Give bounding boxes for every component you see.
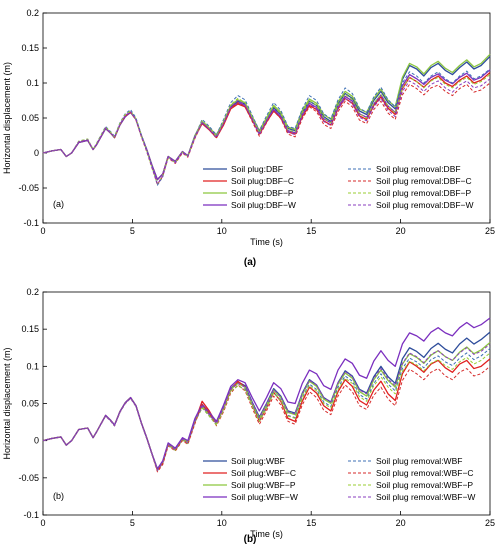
y-tick-label: -0.05	[18, 473, 39, 483]
y-tick-label: 0.1	[26, 361, 39, 371]
x-tick-label: 10	[217, 518, 227, 528]
legend-label: Soil plug removal:WBF	[376, 456, 462, 466]
figure-caption-b: (b)	[244, 534, 257, 545]
y-tick-label: -0.05	[18, 183, 39, 193]
y-tick-label: 0.15	[21, 43, 39, 53]
series-line-8	[42, 78, 491, 185]
chart-panel-a: -0.1 -0.05 0 0.05 0.1 0.15 0.2 0 5 10 15 20 25 Time (…	[2, 8, 495, 247]
legend-label: Soil plug removal:WBF−P	[376, 480, 473, 490]
legend-label: Soil plug:DBF−C	[231, 176, 294, 186]
legend-label: Soil plug:WBF−C	[231, 468, 296, 478]
legend-label: Soil plug removal:DBF−P	[376, 188, 472, 198]
series-line-7	[42, 74, 491, 185]
legend-label: Soil plug:WBF	[231, 456, 285, 466]
legend-label: Soil plug removal:DBF−W	[376, 200, 474, 210]
x-tick-label: 25	[485, 518, 495, 528]
y-axis-label: Horizontal displacement (m)	[2, 347, 12, 459]
series-line-6	[42, 82, 491, 185]
legend-label: Soil plug:DBF	[231, 164, 283, 174]
y-tick-label: 0.05	[21, 113, 39, 123]
x-tick-label: 0	[40, 518, 45, 528]
legend-label: Soil plug removal:DBF	[376, 164, 461, 174]
x-tick-label: 20	[396, 226, 406, 236]
x-tick-label: 5	[130, 226, 135, 236]
y-tick-label: 0.2	[26, 8, 39, 18]
legend-label: Soil plug removal:DBF−C	[376, 176, 472, 186]
y-tick-label: -0.1	[23, 218, 39, 228]
series-line-8	[42, 343, 491, 471]
x-tick-label: 20	[396, 518, 406, 528]
panel-label: (a)	[53, 199, 64, 209]
x-tick-label: 10	[217, 226, 227, 236]
y-tick-label: 0.05	[21, 399, 39, 409]
legend-label: Soil plug:DBF−W	[231, 200, 296, 210]
x-tick-label: 15	[306, 226, 316, 236]
y-tick-label: 0	[34, 148, 39, 158]
x-axis-label: Time (s)	[250, 529, 283, 539]
legend-label: Soil plug:WBF−W	[231, 492, 298, 502]
x-tick-label: 0	[40, 226, 45, 236]
x-tick-label: 15	[306, 518, 316, 528]
legend-label: Soil plug removal:WBF−C	[376, 468, 474, 478]
panel-label: (b)	[53, 491, 64, 501]
x-axis-label: Time (s)	[250, 237, 283, 247]
legend-label: Soil plug removal:WBF−W	[376, 492, 475, 502]
x-tick-label: 5	[130, 518, 135, 528]
y-tick-label: 0.2	[26, 287, 39, 297]
legend-label: Soil plug:DBF−P	[231, 188, 294, 198]
figure-caption-a: (a)	[244, 257, 256, 268]
y-tick-label: 0.15	[21, 324, 39, 334]
y-tick-label: 0.1	[26, 78, 39, 88]
legend-label: Soil plug:WBF−P	[231, 480, 296, 490]
chart-panel-b: -0.1 -0.05 0 0.05 0.1 0.15 0.2 0 5 10 15 20 25 Time (…	[2, 287, 495, 539]
y-tick-label: 0	[34, 436, 39, 446]
y-tick-label: -0.1	[23, 510, 39, 520]
y-axis-label: Horizontal displacement (m)	[2, 62, 12, 174]
x-tick-label: 25	[485, 226, 495, 236]
